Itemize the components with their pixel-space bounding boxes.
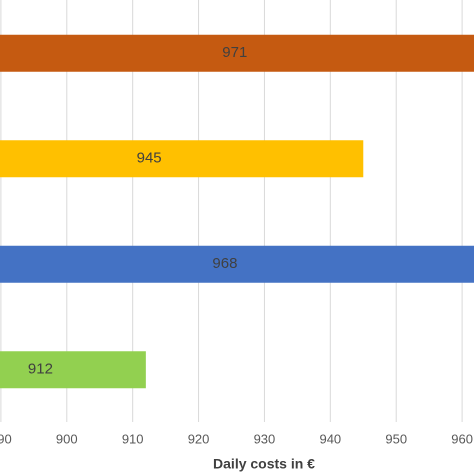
x-tick-label: 900	[56, 431, 78, 446]
data-label: 971	[222, 44, 247, 61]
x-tick-label: 920	[188, 431, 210, 446]
bar	[0, 140, 364, 178]
x-tick-label: 940	[319, 431, 341, 446]
bar	[0, 245, 474, 283]
bar	[0, 351, 146, 389]
data-label: 945	[137, 150, 162, 167]
x-tick-label: 890	[0, 431, 12, 446]
x-axis-title: Daily costs in €	[213, 456, 315, 472]
x-tick-label: 930	[254, 431, 276, 446]
data-label: 968	[212, 255, 237, 272]
x-tick-label: 950	[385, 431, 407, 446]
x-tick-label: 910	[122, 431, 144, 446]
data-label: 912	[28, 361, 53, 378]
bar	[0, 34, 474, 72]
x-tick-label: 960	[451, 431, 473, 446]
